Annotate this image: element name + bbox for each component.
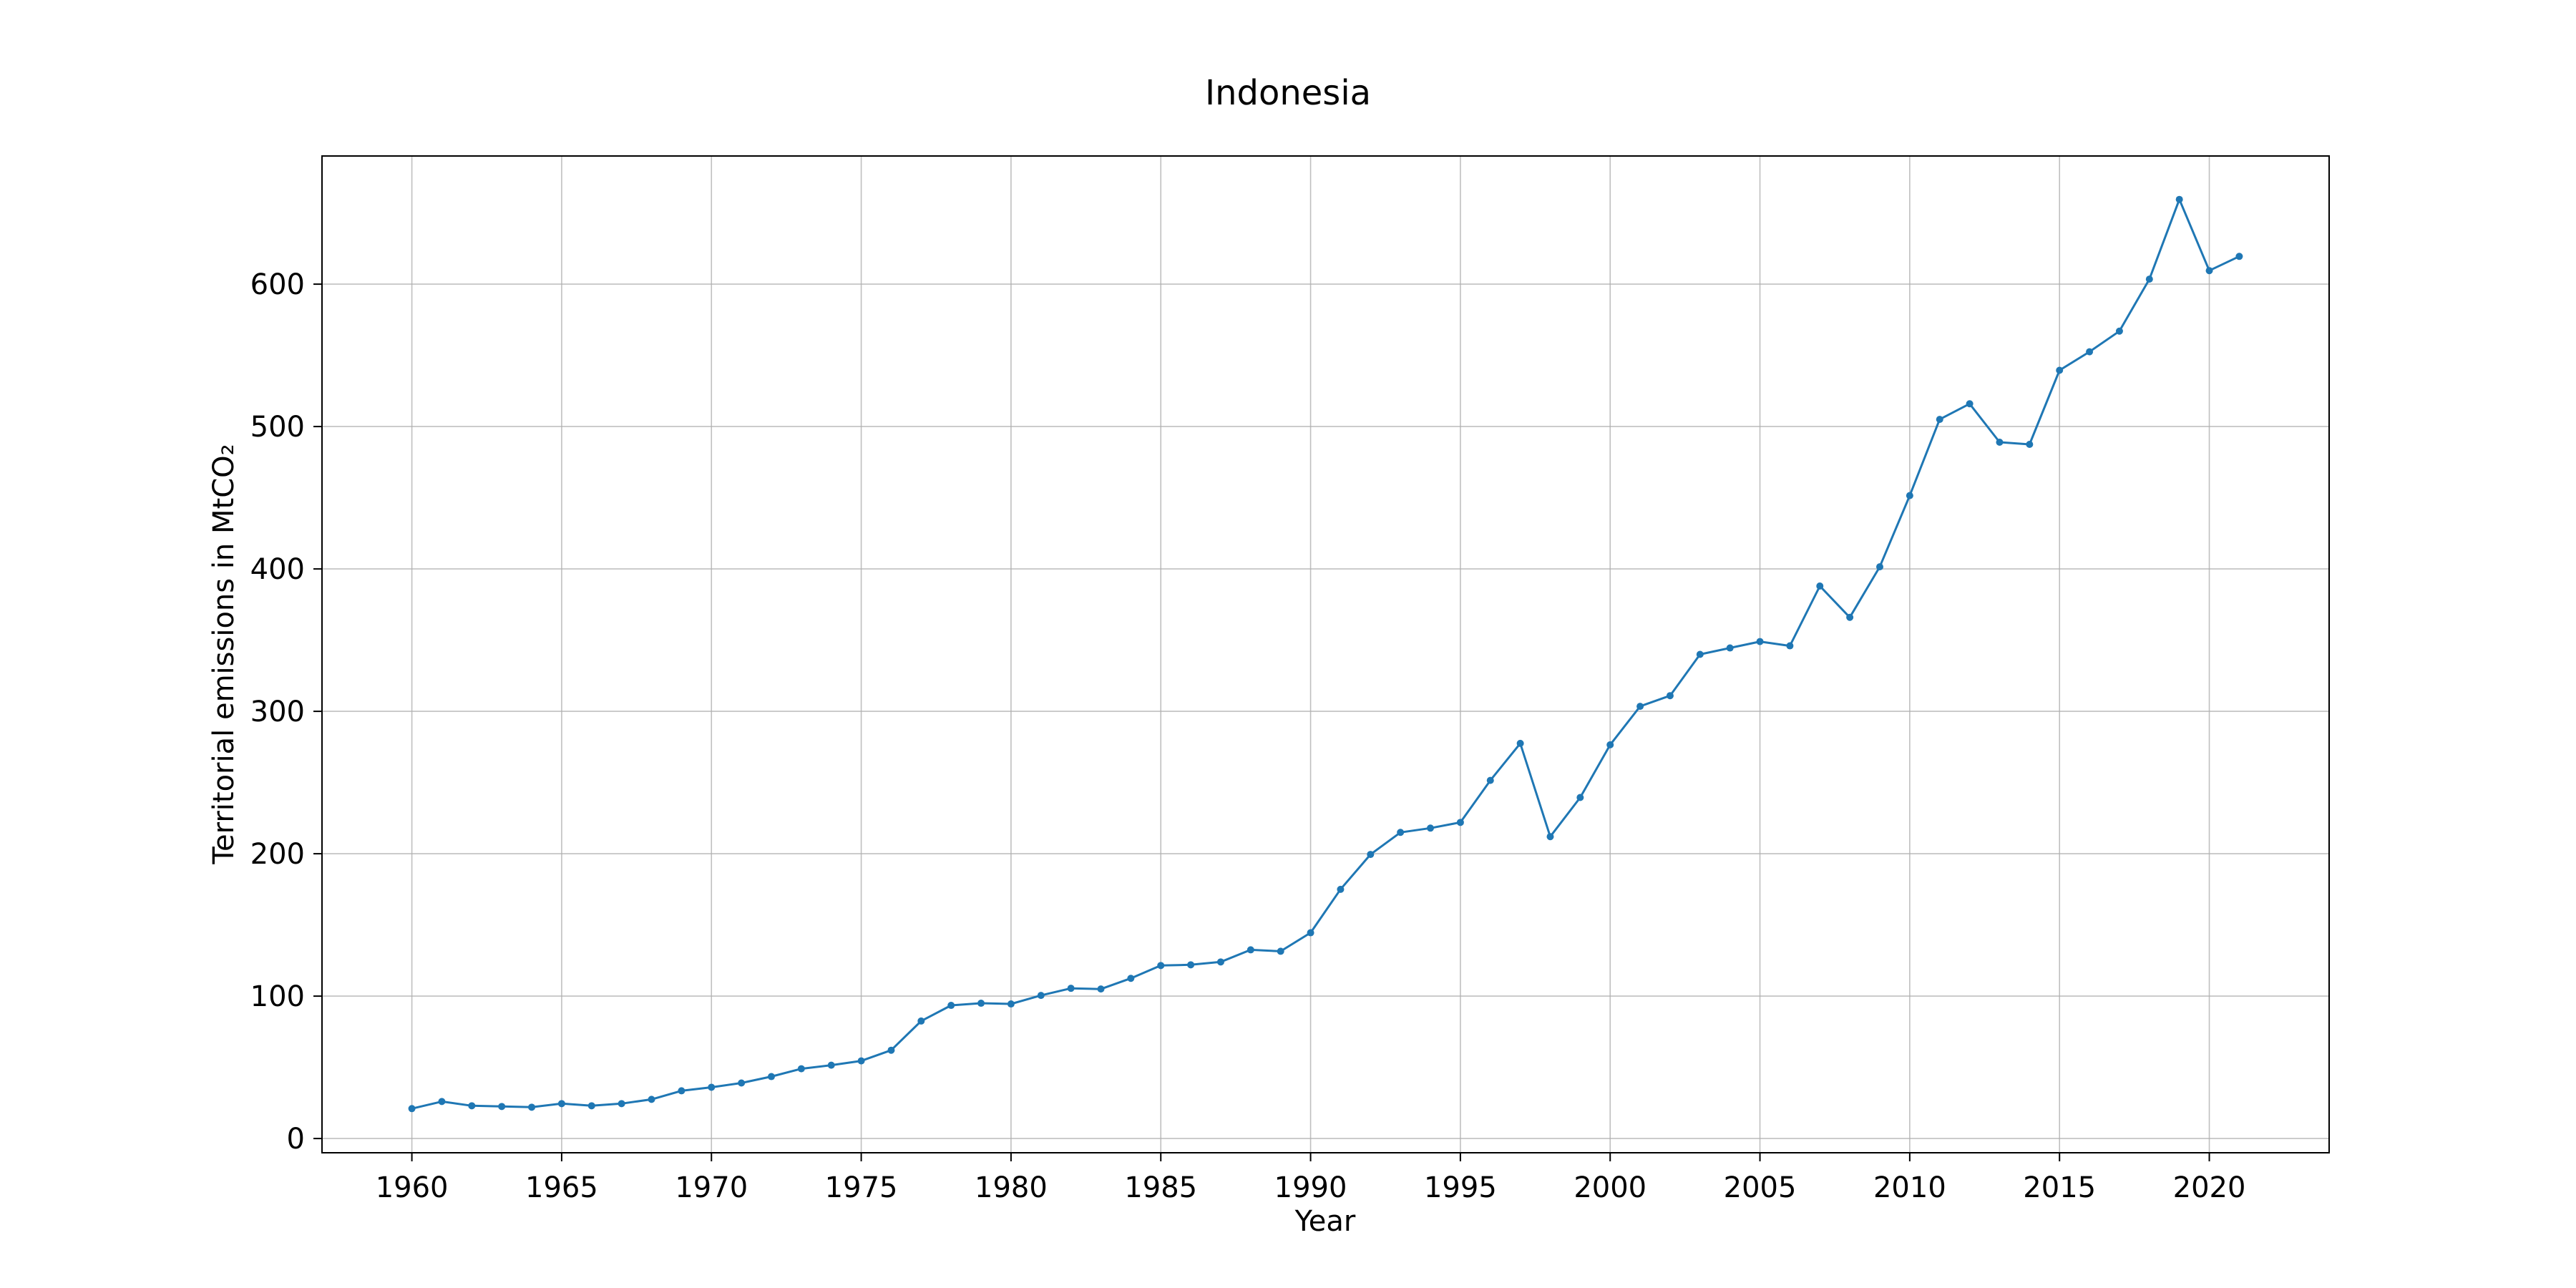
x-tick-label: 1985 xyxy=(1124,1171,1197,1204)
data-point xyxy=(438,1098,446,1106)
data-point xyxy=(708,1083,716,1091)
data-point xyxy=(1277,947,1284,955)
plot-frame xyxy=(321,155,2330,1153)
data-point xyxy=(2115,327,2123,335)
data-point xyxy=(1367,851,1375,859)
x-tick-label: 1995 xyxy=(1424,1171,1497,1204)
x-tick-label: 1965 xyxy=(525,1171,598,1204)
data-point xyxy=(1906,492,1913,499)
data-point xyxy=(618,1100,625,1108)
x-tick-label: 2005 xyxy=(1724,1171,1797,1204)
x-tick-label: 1970 xyxy=(675,1171,748,1204)
data-point xyxy=(1307,929,1314,937)
data-point xyxy=(1816,582,1824,590)
data-point xyxy=(857,1057,865,1065)
data-point xyxy=(408,1105,416,1113)
data-point xyxy=(887,1046,895,1054)
x-tick-label: 2020 xyxy=(2173,1171,2246,1204)
data-point xyxy=(2175,195,2183,203)
data-point xyxy=(827,1061,835,1069)
grid xyxy=(322,156,2329,1153)
data-point xyxy=(1157,962,1165,970)
data-point xyxy=(1786,642,1794,650)
data-point xyxy=(1726,644,1734,652)
data-point xyxy=(797,1065,805,1073)
data-point xyxy=(1996,438,2004,446)
data-point xyxy=(1427,824,1435,832)
data-point xyxy=(678,1087,686,1095)
data-point xyxy=(1187,961,1195,969)
data-point xyxy=(1397,829,1405,836)
data-point xyxy=(1546,833,1554,841)
x-tick-label: 1960 xyxy=(376,1171,449,1204)
series-emissions xyxy=(408,195,2243,1113)
x-tick-label: 2010 xyxy=(1873,1171,1946,1204)
data-point xyxy=(1636,703,1644,711)
x-tick-label: 2015 xyxy=(2023,1171,2096,1204)
y-tick-label: 200 xyxy=(250,838,305,871)
data-point xyxy=(1846,613,1854,621)
data-point xyxy=(1337,885,1345,893)
data-point xyxy=(1606,741,1614,748)
data-point xyxy=(1486,776,1494,784)
data-point xyxy=(977,1000,985,1008)
data-point xyxy=(468,1102,476,1110)
data-point xyxy=(1097,985,1105,993)
data-point xyxy=(1216,958,1224,966)
y-tick-label: 0 xyxy=(287,1123,305,1156)
data-point xyxy=(1456,819,1464,826)
y-axis-label: Territorial emissions in MtCO₂ xyxy=(208,444,240,864)
data-point xyxy=(2145,275,2153,283)
data-point xyxy=(1246,946,1254,954)
x-tick-label: 2000 xyxy=(1574,1171,1646,1204)
data-point xyxy=(1966,400,1974,408)
data-point xyxy=(1576,794,1584,801)
x-axis-label: Year xyxy=(1294,1205,1356,1238)
data-point xyxy=(648,1096,655,1103)
data-point xyxy=(1516,739,1524,747)
data-point xyxy=(2026,440,2034,448)
data-point xyxy=(2205,267,2213,275)
y-tick-label: 400 xyxy=(250,553,305,586)
data-point xyxy=(917,1017,925,1025)
y-tick-label: 100 xyxy=(250,980,305,1013)
data-point xyxy=(767,1073,775,1080)
y-tick-label: 500 xyxy=(250,411,305,444)
x-tick-label: 1990 xyxy=(1274,1171,1347,1204)
x-tick-label: 1975 xyxy=(825,1171,898,1204)
data-point xyxy=(947,1002,955,1010)
chart-title: Indonesia xyxy=(1205,73,1371,113)
data-point xyxy=(1936,416,1943,424)
data-point xyxy=(1756,638,1764,645)
data-point xyxy=(738,1079,746,1087)
data-point xyxy=(587,1102,595,1110)
data-point xyxy=(1127,975,1135,982)
y-tick-label: 300 xyxy=(250,696,305,728)
data-point xyxy=(1876,563,1884,571)
data-point xyxy=(1037,992,1045,1000)
series-line xyxy=(411,198,2240,1110)
y-tick-label: 600 xyxy=(250,268,305,301)
x-tick-label: 1980 xyxy=(975,1171,1048,1204)
data-point xyxy=(2086,348,2094,356)
data-point xyxy=(1666,692,1674,700)
data-point xyxy=(2235,253,2243,260)
data-point xyxy=(528,1103,536,1111)
data-point xyxy=(1067,985,1075,992)
data-point xyxy=(1007,1000,1015,1008)
data-point xyxy=(1696,650,1704,658)
data-point xyxy=(557,1100,565,1108)
data-point xyxy=(498,1103,506,1111)
axis-ticks: 1960 1965 1970 1975 1980 1985 1990 1995 2000 2005… xyxy=(250,268,2246,1204)
data-point xyxy=(2056,366,2064,374)
